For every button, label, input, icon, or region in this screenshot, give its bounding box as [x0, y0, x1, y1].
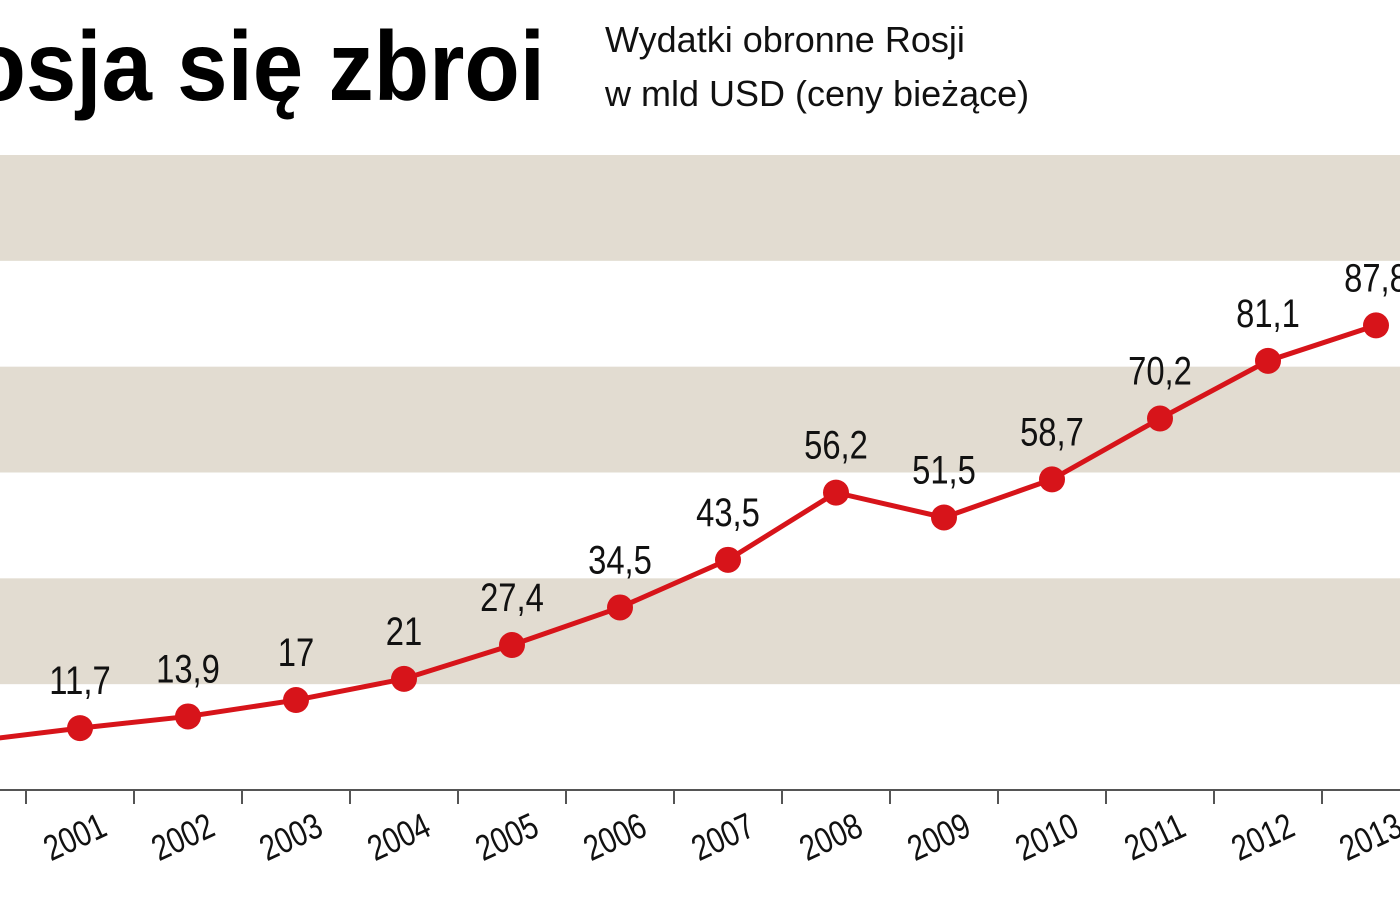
point	[67, 715, 93, 742]
value-label: 70,2	[1128, 348, 1192, 393]
chart-subtitle: w mld USD (ceny bieżące)	[604, 73, 1029, 114]
bands	[0, 155, 1400, 685]
x-tick-label: 2012	[1225, 804, 1300, 868]
band	[0, 155, 1400, 261]
point	[175, 703, 201, 730]
x-tick-label: 2000	[0, 804, 4, 868]
point	[1363, 312, 1389, 339]
x-tick-label: 2002	[145, 804, 220, 868]
x-tick-label: 2011	[1118, 805, 1191, 868]
value-label: 58,7	[1020, 409, 1084, 454]
x-tick-label: 2004	[361, 804, 436, 868]
value-label: 81,1	[1236, 291, 1300, 336]
point	[931, 504, 957, 531]
value-label: 21	[386, 609, 422, 654]
value-label: 27,4	[480, 575, 544, 620]
value-label: 34,5	[588, 537, 652, 582]
chart-title: Rosja się zbroi	[0, 11, 545, 121]
x-tick-label: 2013	[1333, 804, 1400, 868]
point	[607, 594, 633, 621]
band	[0, 578, 1400, 685]
value-label: 11,7	[49, 658, 110, 703]
point	[715, 546, 741, 573]
point	[391, 665, 417, 692]
x-tick-label: 2009	[901, 804, 976, 868]
x-tick-label: 2007	[685, 804, 760, 868]
value-label: 43,5	[696, 490, 760, 535]
point	[1147, 405, 1173, 432]
x-tick-label: 2003	[253, 804, 328, 868]
point	[823, 479, 849, 506]
x-tick-label: 2006	[577, 804, 652, 868]
value-label: 87,8	[1344, 255, 1400, 300]
value-label: 13,9	[156, 646, 220, 691]
x-tick-label: 2008	[793, 804, 868, 868]
x-tick-label: 2010	[1009, 804, 1084, 868]
value-label: 56,2	[804, 423, 868, 468]
point	[1039, 466, 1065, 493]
x-tick-label: 2001	[37, 804, 112, 868]
value-label: 17	[278, 630, 314, 675]
point	[1255, 347, 1281, 374]
chart-subtitle: Wydatki obronne Rosji	[605, 19, 965, 60]
value-label: 51,5	[912, 447, 976, 492]
point	[499, 632, 525, 659]
x-tick-label: 2005	[469, 804, 544, 868]
point	[283, 687, 309, 714]
line	[0, 323, 1377, 741]
